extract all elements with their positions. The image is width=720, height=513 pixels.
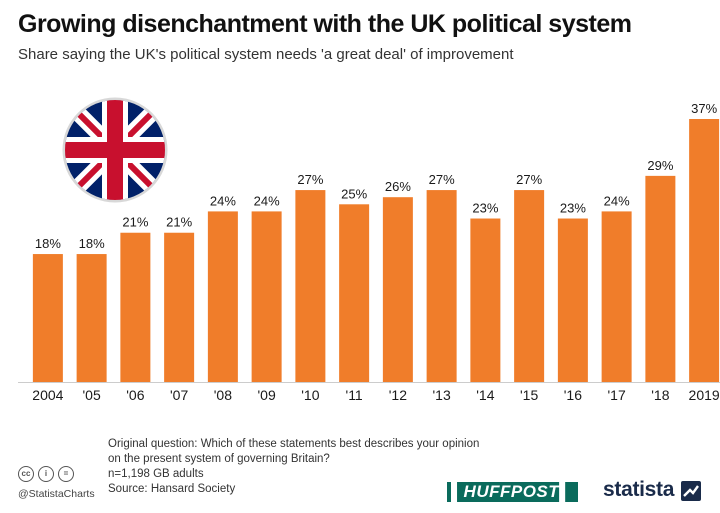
bar-value-label-14: 29% bbox=[647, 158, 673, 173]
bar-2 bbox=[120, 232, 151, 382]
bar-11 bbox=[514, 190, 545, 382]
x-tick-label-9: '13 bbox=[433, 387, 451, 403]
bar-9 bbox=[426, 190, 457, 382]
x-tick-label-10: '14 bbox=[476, 387, 494, 403]
chart-subtitle: Share saying the UK's political system n… bbox=[18, 46, 514, 63]
footnote: Original question: Which of these statem… bbox=[108, 437, 479, 497]
bar-6 bbox=[295, 190, 326, 382]
footnote-question-line2: on the present system of governing Brita… bbox=[108, 453, 330, 465]
chart-title: Growing disenchantment with the UK polit… bbox=[18, 10, 632, 38]
statista-handle: @StatistaCharts bbox=[18, 488, 95, 500]
x-tick-label-12: '16 bbox=[564, 387, 582, 403]
bar-1 bbox=[76, 254, 107, 382]
bar-value-label-2: 21% bbox=[122, 215, 148, 230]
bar-value-label-1: 18% bbox=[79, 236, 105, 251]
bar-value-label-8: 26% bbox=[385, 179, 411, 194]
statista-logo-icon bbox=[681, 481, 701, 501]
footnote-sample: n=1,198 GB adults bbox=[108, 468, 204, 480]
bar-value-label-0: 18% bbox=[35, 236, 61, 251]
bar-14 bbox=[645, 175, 676, 382]
bar-value-label-13: 24% bbox=[604, 193, 630, 208]
bar-10 bbox=[470, 218, 501, 382]
x-tick-label-5: '09 bbox=[258, 387, 276, 403]
bar-13 bbox=[601, 211, 632, 382]
x-tick-label-11: '15 bbox=[520, 387, 538, 403]
x-tick-label-0: 2004 bbox=[32, 387, 63, 403]
footnote-source: Source: Hansard Society bbox=[108, 483, 236, 495]
x-tick-label-1: '05 bbox=[83, 387, 101, 403]
license-icons: cc i = bbox=[18, 466, 74, 482]
bar-value-label-7: 25% bbox=[341, 186, 367, 201]
bar-value-label-15: 37% bbox=[691, 101, 717, 116]
bar-value-label-6: 27% bbox=[297, 172, 323, 187]
cc-icon: cc bbox=[18, 466, 34, 482]
x-tick-label-14: '18 bbox=[651, 387, 669, 403]
x-tick-label-6: '10 bbox=[301, 387, 319, 403]
attribution-icon: i bbox=[38, 466, 54, 482]
bar-value-label-11: 27% bbox=[516, 172, 542, 187]
x-tick-label-8: '12 bbox=[389, 387, 407, 403]
x-tick-label-3: '07 bbox=[170, 387, 188, 403]
bar-value-label-5: 24% bbox=[254, 193, 280, 208]
bar-12 bbox=[557, 218, 588, 382]
uk-flag-icon bbox=[62, 97, 168, 203]
x-tick-label-15: 2019 bbox=[689, 387, 720, 403]
bar-value-label-12: 23% bbox=[560, 201, 586, 216]
x-tick-label-13: '17 bbox=[608, 387, 626, 403]
statista-logo-text: statista bbox=[603, 478, 675, 501]
bar-chart: 18% 2004 18% '05 21% '06 21% '07 24% '08 24% '09 27%… bbox=[18, 101, 720, 403]
huffpost-logo: ▌HUFFPOST▌ bbox=[447, 482, 578, 502]
bar-value-label-10: 23% bbox=[472, 201, 498, 216]
no-derivatives-icon: = bbox=[58, 466, 74, 482]
footnote-question-line1: Original question: Which of these statem… bbox=[108, 438, 480, 450]
bar-15 bbox=[689, 119, 720, 382]
bar-7 bbox=[339, 204, 370, 382]
bar-3 bbox=[164, 232, 195, 382]
bar-value-label-4: 24% bbox=[210, 193, 236, 208]
bar-8 bbox=[382, 197, 413, 382]
bar-value-label-9: 27% bbox=[429, 172, 455, 187]
x-tick-label-2: '06 bbox=[126, 387, 144, 403]
bar-0 bbox=[32, 254, 63, 382]
bar-5 bbox=[251, 211, 282, 382]
bar-value-label-3: 21% bbox=[166, 215, 192, 230]
bar-4 bbox=[207, 211, 238, 382]
x-tick-label-4: '08 bbox=[214, 387, 232, 403]
x-tick-label-7: '11 bbox=[346, 387, 363, 403]
